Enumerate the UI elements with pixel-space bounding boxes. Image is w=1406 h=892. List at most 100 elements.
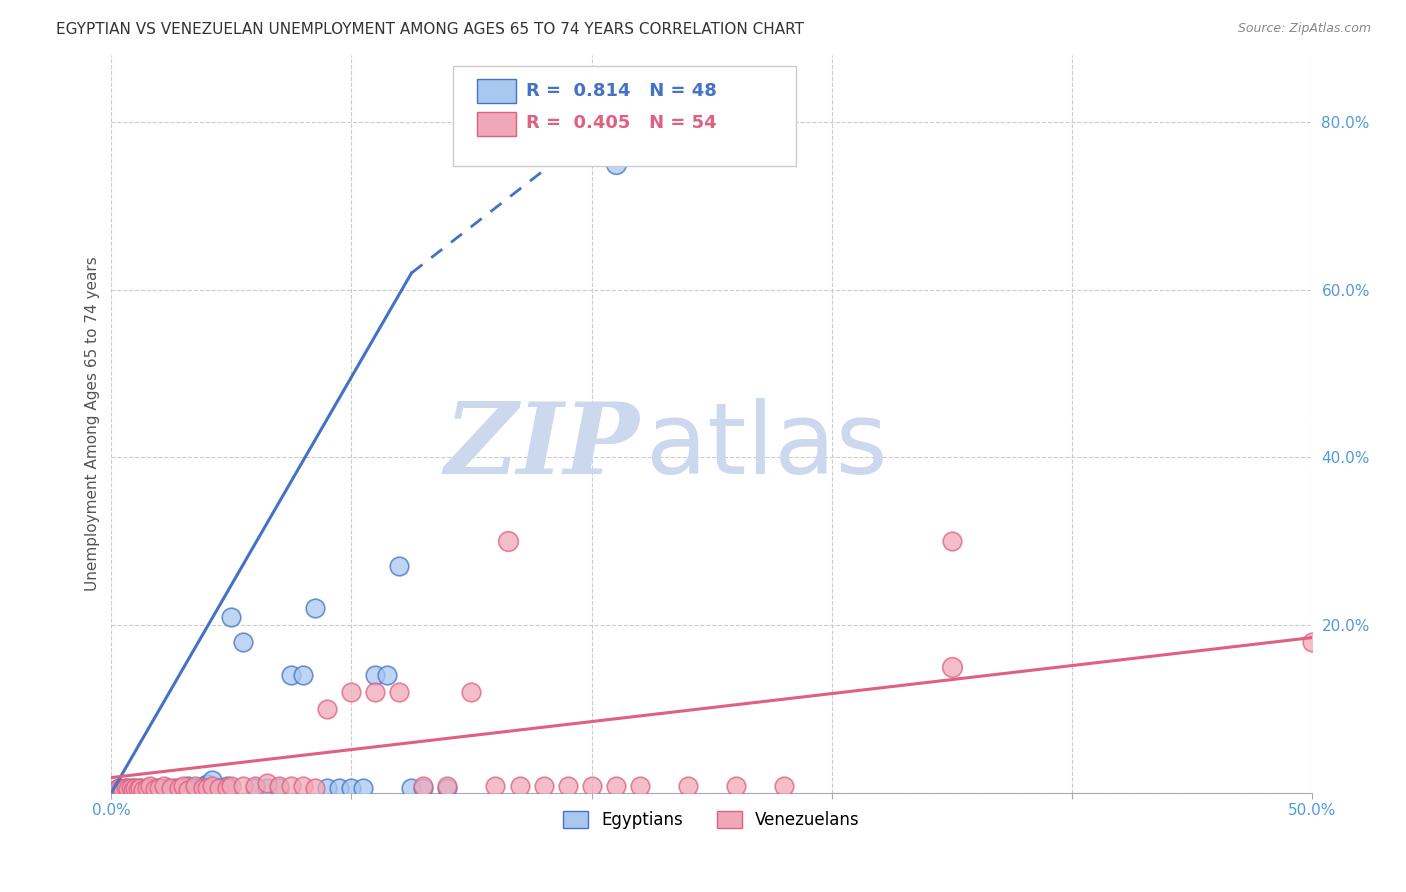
FancyBboxPatch shape	[478, 79, 516, 103]
Point	[124, 780, 146, 795]
Point	[256, 775, 278, 789]
Point	[1301, 635, 1323, 649]
Point	[280, 779, 302, 793]
FancyBboxPatch shape	[454, 66, 796, 166]
Point	[105, 783, 128, 797]
Point	[232, 779, 254, 793]
Point	[167, 781, 190, 796]
Point	[148, 781, 170, 796]
Point	[184, 779, 207, 793]
Point	[177, 783, 200, 797]
Point	[340, 685, 363, 699]
Point	[436, 780, 458, 795]
Point	[107, 781, 129, 796]
Point	[304, 780, 326, 795]
Point	[143, 782, 166, 797]
Point	[700, 123, 723, 137]
Point	[160, 783, 183, 797]
Point	[941, 534, 963, 549]
Point	[340, 780, 363, 795]
Point	[364, 685, 387, 699]
Point	[141, 781, 163, 796]
Point	[131, 783, 153, 797]
Point	[401, 780, 423, 795]
Point	[124, 780, 146, 795]
Point	[122, 783, 145, 797]
Point	[245, 779, 267, 793]
Point	[557, 779, 579, 793]
Point	[167, 782, 190, 797]
Point	[120, 781, 142, 796]
Point	[484, 779, 506, 793]
Point	[107, 781, 129, 796]
Point	[110, 782, 132, 797]
Point	[110, 782, 132, 797]
Point	[117, 782, 139, 797]
FancyBboxPatch shape	[478, 112, 516, 136]
Point	[292, 668, 315, 682]
Y-axis label: Unemployment Among Ages 65 to 74 years: Unemployment Among Ages 65 to 74 years	[86, 257, 100, 591]
Point	[353, 780, 375, 795]
Point	[127, 782, 149, 797]
Text: Source: ZipAtlas.com: Source: ZipAtlas.com	[1237, 22, 1371, 36]
Point	[221, 609, 243, 624]
Point	[148, 780, 170, 795]
Point	[221, 779, 243, 793]
Point	[122, 783, 145, 797]
Point	[215, 779, 238, 793]
Point	[605, 779, 627, 793]
Point	[112, 783, 135, 797]
Text: R =  0.814   N = 48: R = 0.814 N = 48	[526, 81, 717, 100]
Point	[377, 668, 399, 682]
Point	[165, 780, 187, 795]
Point	[328, 780, 350, 795]
Point	[245, 780, 267, 795]
Text: ZIP: ZIP	[444, 398, 640, 494]
Point	[292, 779, 315, 793]
Point	[628, 779, 651, 793]
Point	[114, 780, 136, 795]
Point	[256, 780, 278, 795]
Point	[172, 779, 194, 793]
Point	[364, 668, 387, 682]
Point	[280, 668, 302, 682]
Point	[676, 779, 699, 793]
Point	[139, 779, 162, 793]
Point	[460, 685, 482, 699]
Point	[581, 779, 603, 793]
Point	[316, 702, 339, 716]
Point	[191, 779, 214, 793]
Point	[201, 773, 224, 788]
Point	[160, 780, 183, 795]
Point	[114, 780, 136, 795]
Point	[156, 781, 179, 796]
Point	[215, 781, 238, 796]
Point	[120, 781, 142, 796]
Point	[533, 779, 555, 793]
Point	[772, 779, 794, 793]
Point	[184, 780, 207, 795]
Point	[269, 780, 291, 795]
Point	[412, 780, 434, 795]
Point	[127, 782, 149, 797]
Point	[201, 779, 224, 793]
Point	[941, 660, 963, 674]
Text: R =  0.405   N = 54: R = 0.405 N = 54	[526, 114, 716, 132]
Point	[129, 781, 152, 796]
Point	[304, 601, 326, 615]
Point	[143, 783, 166, 797]
Point	[496, 534, 519, 549]
Point	[117, 782, 139, 797]
Point	[388, 559, 411, 574]
Point	[112, 783, 135, 797]
Point	[139, 782, 162, 797]
Point	[605, 157, 627, 171]
Point	[316, 780, 339, 795]
Legend: Egyptians, Venezuelans: Egyptians, Venezuelans	[557, 805, 866, 836]
Point	[172, 781, 194, 796]
Point	[129, 781, 152, 796]
Point	[105, 783, 128, 797]
Point	[508, 779, 530, 793]
Point	[153, 779, 176, 793]
Point	[136, 780, 159, 795]
